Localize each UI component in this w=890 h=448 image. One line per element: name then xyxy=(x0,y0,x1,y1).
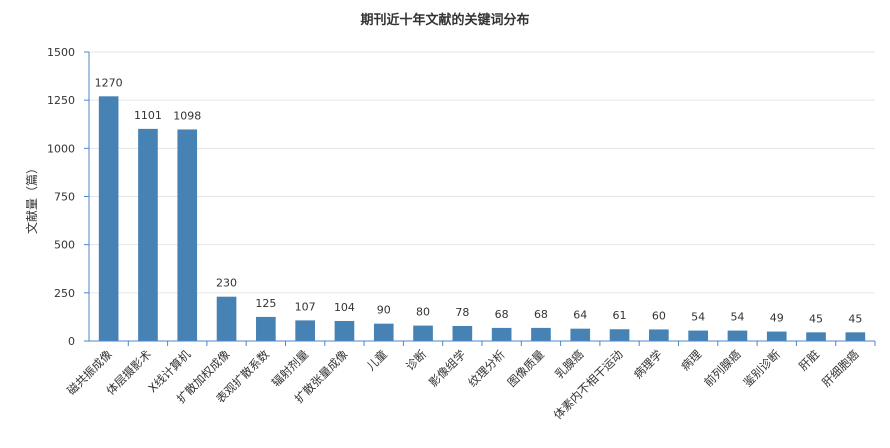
x-category-label: 儿童 xyxy=(364,347,390,373)
data-label: 104 xyxy=(334,301,355,314)
y-tick-label: 750 xyxy=(54,191,75,204)
bar xyxy=(373,323,394,341)
grid-lines xyxy=(89,51,875,294)
bar xyxy=(845,332,866,341)
bar xyxy=(609,329,630,341)
y-tick-label: 500 xyxy=(54,239,75,252)
x-category-label: 病理 xyxy=(678,347,705,374)
bar xyxy=(413,325,433,341)
bar xyxy=(570,328,591,341)
x-category-label: 纹理分析 xyxy=(465,347,507,389)
x-category-label: 图像质量 xyxy=(505,347,547,389)
bar xyxy=(531,327,551,341)
bar xyxy=(688,330,708,341)
data-label: 54 xyxy=(691,311,705,324)
bar xyxy=(295,320,315,341)
data-label: 60 xyxy=(652,309,666,322)
y-tick-label: 250 xyxy=(54,287,75,300)
data-labels: 1270 1101 1098 230 125 107 104 90 80 78 68 68 64 61 60… xyxy=(95,76,863,325)
bar xyxy=(766,331,787,341)
data-label: 61 xyxy=(613,309,627,322)
data-label: 49 xyxy=(770,312,784,325)
bar xyxy=(256,316,276,341)
bars xyxy=(98,96,866,342)
bar xyxy=(98,96,119,342)
bar xyxy=(649,329,669,341)
y-axis-label: 文献量（篇） xyxy=(24,162,39,234)
y-tick-label: 1000 xyxy=(47,142,75,155)
x-category-label: 影像组学 xyxy=(426,347,468,389)
data-label: 107 xyxy=(295,300,316,313)
y-tick-label: 1500 xyxy=(47,46,75,59)
x-category-label: 前列腺癌 xyxy=(701,347,744,390)
bar xyxy=(334,320,355,341)
bar xyxy=(177,129,198,341)
data-label: 64 xyxy=(573,309,587,322)
y-tick-label: 1250 xyxy=(47,94,75,107)
data-label: 125 xyxy=(255,297,276,310)
x-category-label: 肝脏 xyxy=(796,347,822,373)
x-axis-ticks: 磁共振成像体层摄影术X线计算机扩散加权成像表观扩散系数辐射剂量扩散张量成像 儿童诊… xyxy=(64,341,876,422)
data-label: 68 xyxy=(495,308,509,321)
bar xyxy=(138,128,158,341)
data-label: 1270 xyxy=(95,76,123,89)
bar xyxy=(806,332,826,341)
bar xyxy=(452,325,473,341)
x-category-label: 肝细胞癌 xyxy=(819,347,862,390)
chart-title: 期刊近十年文献的关键词分布 xyxy=(360,12,529,28)
data-label: 1098 xyxy=(173,109,201,122)
data-label: 78 xyxy=(455,306,469,319)
x-category-label: 诊断 xyxy=(403,347,430,374)
x-category-label: 体素内不相干运动 xyxy=(551,347,626,422)
data-label: 1101 xyxy=(134,109,162,122)
data-label: 90 xyxy=(377,304,391,317)
bar xyxy=(216,296,237,341)
x-category-label: 病理学 xyxy=(631,347,665,381)
data-label: 45 xyxy=(848,312,862,325)
x-category-label: 鉴别诊断 xyxy=(740,347,783,390)
data-label: 45 xyxy=(809,312,823,325)
bar xyxy=(727,330,748,341)
bar xyxy=(491,327,512,341)
y-axis-ticks: 0 250 500 750 1000 1250 1500 xyxy=(47,46,89,348)
data-label: 54 xyxy=(730,311,744,324)
data-label: 68 xyxy=(534,308,548,321)
data-label: 230 xyxy=(216,277,237,290)
x-category-label: 乳腺癌 xyxy=(552,347,587,382)
y-tick-label: 0 xyxy=(68,335,75,348)
data-label: 80 xyxy=(416,306,430,319)
